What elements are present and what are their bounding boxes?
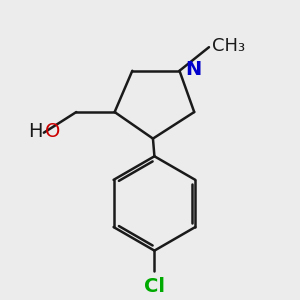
Text: Cl: Cl xyxy=(144,277,165,296)
Text: H: H xyxy=(28,122,42,141)
Text: O: O xyxy=(45,122,61,141)
Text: N: N xyxy=(185,60,202,79)
Text: CH₃: CH₃ xyxy=(212,37,245,55)
